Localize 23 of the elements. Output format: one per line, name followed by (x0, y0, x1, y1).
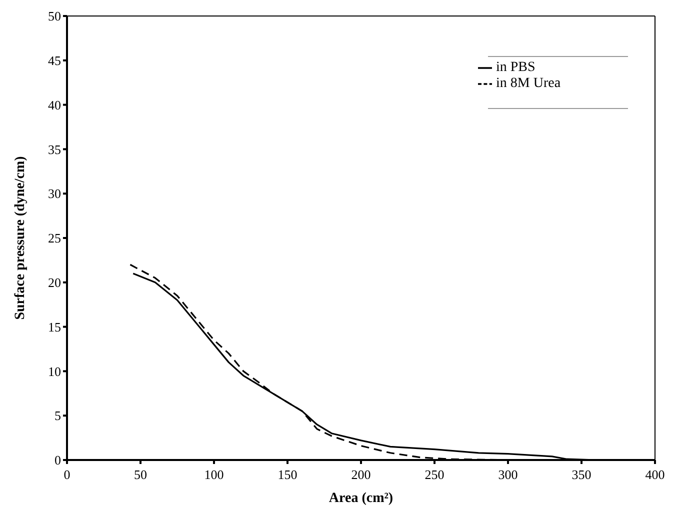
y-tick-label: 0 (54, 452, 61, 468)
y-tick-label: 10 (48, 364, 61, 379)
x-axis-title: Area (cm²) (328, 491, 394, 506)
x-tick-label: 150 (278, 467, 298, 482)
y-axis-title: Surface pressure (dyne/cm) (13, 156, 28, 320)
legend-label: in 8M Urea (496, 76, 561, 91)
y-tick-label: 45 (48, 53, 61, 68)
x-tick-label: 200 (351, 467, 371, 482)
x-tick-label: 400 (645, 467, 665, 482)
x-tick-label: 100 (204, 467, 224, 482)
x-tick-label: 350 (572, 467, 592, 482)
y-tick-label: 40 (48, 97, 61, 112)
y-tick-label: 50 (48, 8, 61, 24)
y-tick-label: 5 (54, 408, 61, 424)
y-tick-label: 30 (48, 186, 61, 202)
x-tick-label: 50 (134, 467, 147, 482)
y-tick-label: 35 (48, 142, 61, 157)
x-tick-label: 250 (424, 467, 444, 482)
y-tick-label: 15 (48, 319, 61, 334)
y-tick-label: 25 (48, 230, 61, 246)
x-tick-label: 300 (498, 467, 518, 482)
legend-label: in PBS (496, 60, 536, 75)
y-tick-label: 20 (48, 275, 61, 290)
